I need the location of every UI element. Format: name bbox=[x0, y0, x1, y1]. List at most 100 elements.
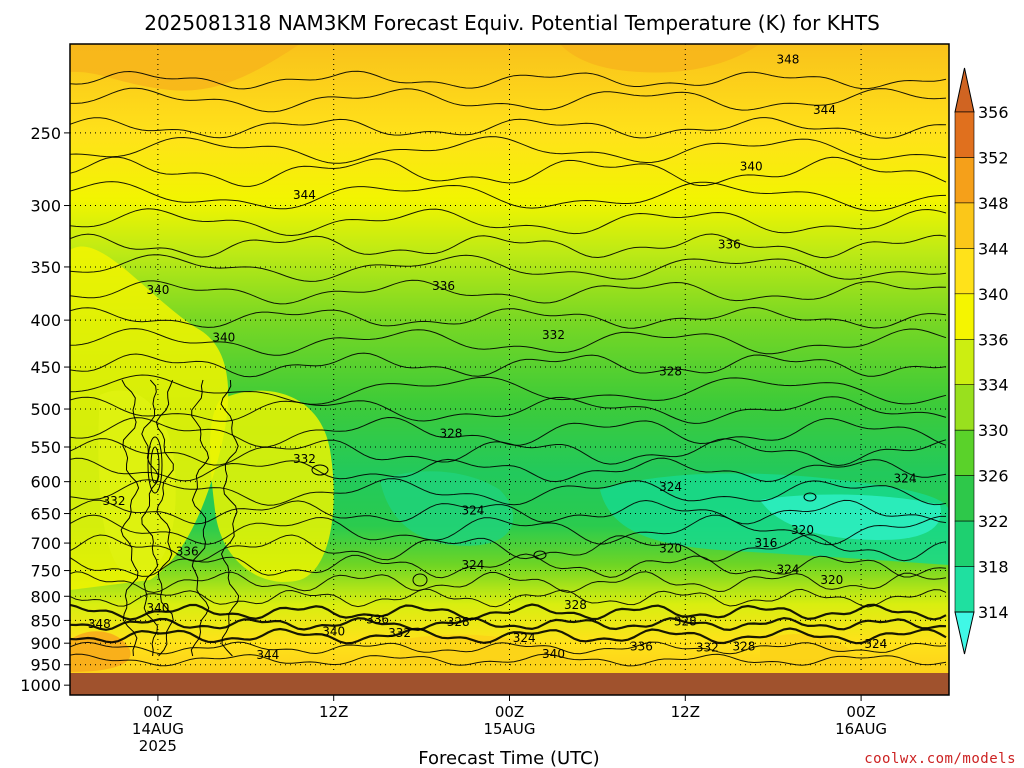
y-tick-label: 450 bbox=[30, 358, 61, 377]
contour-label: 324 bbox=[659, 480, 682, 494]
x-tick-label: 00Z bbox=[846, 703, 875, 721]
contour-label: 320 bbox=[659, 542, 682, 556]
colorbar-top-arrow bbox=[954, 67, 975, 113]
colorbar-segment bbox=[954, 338, 975, 386]
contour-line bbox=[70, 87, 947, 113]
y-tick-label: 600 bbox=[30, 473, 61, 492]
contour-label: 324 bbox=[513, 631, 536, 645]
contour-label: 328 bbox=[439, 427, 462, 441]
colorbar-segment bbox=[954, 111, 975, 158]
colorbar-label: 340 bbox=[978, 285, 1009, 304]
contour-line bbox=[70, 181, 947, 212]
chart-title: 2025081318 NAM3KM Forecast Equiv. Potent… bbox=[144, 11, 880, 35]
contour-line bbox=[311, 464, 329, 476]
y-tick-label: 550 bbox=[30, 438, 61, 457]
colorbar-label: 322 bbox=[978, 512, 1009, 531]
contour-label: 348 bbox=[776, 53, 799, 67]
contour-line bbox=[70, 603, 947, 621]
y-tick-label: 400 bbox=[30, 311, 61, 330]
colorbar-label: 336 bbox=[978, 330, 1009, 349]
colorbar-segment bbox=[954, 202, 975, 249]
colorbar: 356 352 348 344 340 336 334 330 326 322 318 314 bbox=[954, 67, 1009, 655]
contour-labels: 348 344 340 344 336 336 340 332 340 328 328 332 324 3… bbox=[88, 53, 917, 662]
contour-label: 324 bbox=[776, 563, 799, 577]
contour-line bbox=[120, 379, 140, 657]
terrain-bar bbox=[70, 673, 949, 695]
contour-label: 324 bbox=[864, 637, 887, 651]
y-tick-label: 950 bbox=[30, 656, 61, 675]
contour-line bbox=[155, 379, 174, 657]
contour-label: 340 bbox=[212, 331, 235, 345]
contour-line bbox=[533, 550, 547, 560]
colorbar-segment bbox=[954, 566, 975, 613]
contour-line bbox=[70, 553, 947, 579]
contour-label: 332 bbox=[388, 626, 411, 640]
contour-line bbox=[412, 573, 428, 587]
field-feature bbox=[760, 494, 941, 540]
contour-line bbox=[70, 438, 947, 467]
x-tick-label: 16AUG bbox=[835, 720, 887, 738]
y-tick-label: 500 bbox=[30, 400, 61, 419]
contour-label: 344 bbox=[256, 648, 279, 662]
colorbar-segment bbox=[954, 248, 975, 295]
contour-line bbox=[70, 254, 947, 282]
colorbar-segment bbox=[954, 293, 975, 340]
contour-label: 340 bbox=[146, 283, 169, 297]
y-tick-label: 850 bbox=[30, 611, 61, 630]
contour-label: 324 bbox=[894, 471, 917, 485]
contour-label: 328 bbox=[447, 615, 470, 629]
contour-label: 328 bbox=[659, 365, 682, 379]
colorbar-label: 334 bbox=[978, 376, 1009, 395]
contour-line bbox=[803, 492, 817, 502]
colorbar-segment bbox=[954, 475, 975, 522]
colorbar-label: 344 bbox=[978, 239, 1009, 258]
contour-line bbox=[141, 379, 160, 657]
colorbar-label: 326 bbox=[978, 467, 1009, 486]
contour-line bbox=[70, 571, 947, 594]
field-feature bbox=[70, 44, 300, 91]
x-tick-label: 15AUG bbox=[484, 720, 536, 738]
x-tick-label: 14AUG bbox=[132, 720, 184, 738]
contour-label: 340 bbox=[740, 160, 763, 174]
colorbar-label: 352 bbox=[978, 149, 1009, 168]
contour-label: 324 bbox=[461, 504, 484, 518]
colorbar-label: 330 bbox=[978, 421, 1009, 440]
y-tick-label: 800 bbox=[30, 587, 61, 606]
contour-label: 324 bbox=[461, 558, 484, 572]
field-features bbox=[70, 44, 949, 672]
contour-line bbox=[70, 616, 947, 632]
contour-line bbox=[70, 328, 947, 356]
contour-label: 332 bbox=[103, 494, 126, 508]
contour-line bbox=[70, 117, 947, 139]
contour-label: 340 bbox=[542, 647, 565, 661]
contour-label: 332 bbox=[293, 452, 316, 466]
contour-line bbox=[70, 396, 947, 424]
contour-line bbox=[70, 279, 947, 305]
contour-line bbox=[70, 70, 947, 90]
colorbar-segment bbox=[954, 429, 975, 477]
y-tick-label: 250 bbox=[30, 124, 61, 143]
colorbar-label: 356 bbox=[978, 103, 1009, 122]
colorbar-segment bbox=[954, 520, 975, 567]
x-tick-label: 00Z bbox=[143, 703, 172, 721]
contour-label: 336 bbox=[366, 613, 389, 627]
y-tick-label: 700 bbox=[30, 534, 61, 553]
contour-label: 332 bbox=[696, 641, 719, 655]
contour-line bbox=[70, 627, 947, 645]
y-axis: 250 300 350 400 450 500 550 600 650 700 750 800 850 9… bbox=[20, 124, 70, 695]
contour-label: 316 bbox=[754, 536, 777, 550]
contour-line bbox=[70, 156, 947, 187]
x-tick-label: 00Z bbox=[495, 703, 524, 721]
contour-label: 340 bbox=[146, 601, 169, 615]
y-tick-label: 350 bbox=[30, 258, 61, 277]
contour-label: 336 bbox=[630, 640, 653, 654]
contour-line bbox=[70, 352, 947, 378]
x-tick-label: 12Z bbox=[671, 703, 700, 721]
colorbar-label: 318 bbox=[978, 558, 1009, 577]
colorbar-segment bbox=[954, 157, 975, 204]
contour-line bbox=[70, 233, 947, 259]
contour-label: 332 bbox=[542, 328, 565, 342]
contour-label: 344 bbox=[293, 188, 316, 202]
y-tick-label: 750 bbox=[30, 562, 61, 581]
